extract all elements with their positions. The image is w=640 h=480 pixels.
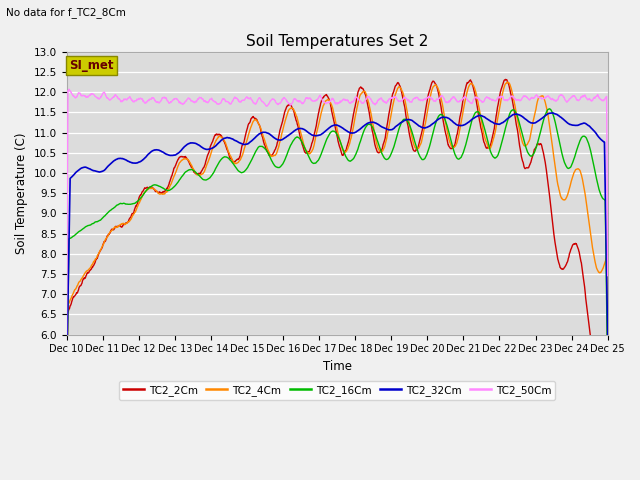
Text: No data for f_TC2_8Cm: No data for f_TC2_8Cm (6, 7, 126, 18)
Legend: TC2_2Cm, TC2_4Cm, TC2_16Cm, TC2_32Cm, TC2_50Cm: TC2_2Cm, TC2_4Cm, TC2_16Cm, TC2_32Cm, TC… (119, 381, 556, 400)
Y-axis label: Soil Temperature (C): Soil Temperature (C) (15, 132, 28, 254)
Title: Soil Temperatures Set 2: Soil Temperatures Set 2 (246, 34, 428, 49)
Text: SI_met: SI_met (69, 59, 114, 72)
X-axis label: Time: Time (323, 360, 351, 373)
